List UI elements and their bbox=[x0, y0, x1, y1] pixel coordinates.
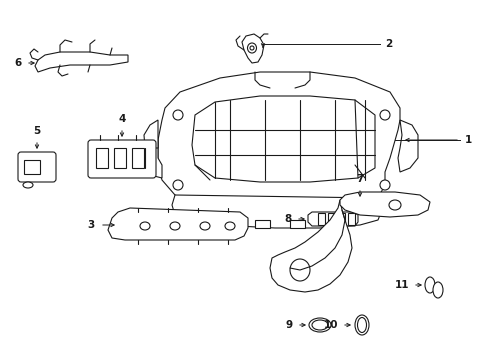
Bar bbox=[325, 220, 339, 228]
Bar bbox=[220, 220, 235, 228]
Text: 3: 3 bbox=[87, 220, 95, 230]
Bar bbox=[337, 213, 345, 225]
Ellipse shape bbox=[224, 222, 235, 230]
Polygon shape bbox=[138, 140, 162, 178]
Ellipse shape bbox=[424, 277, 434, 293]
Text: 11: 11 bbox=[394, 280, 408, 290]
Text: 8: 8 bbox=[284, 214, 291, 224]
Text: 7: 7 bbox=[356, 174, 363, 184]
FancyBboxPatch shape bbox=[88, 140, 156, 178]
Polygon shape bbox=[242, 34, 264, 63]
Bar bbox=[254, 220, 269, 228]
Text: 4: 4 bbox=[118, 114, 125, 124]
Text: 6: 6 bbox=[15, 58, 22, 68]
Text: 5: 5 bbox=[33, 126, 41, 136]
Polygon shape bbox=[108, 208, 247, 240]
Bar bbox=[327, 213, 334, 225]
Bar bbox=[24, 160, 40, 174]
Ellipse shape bbox=[388, 200, 400, 210]
Polygon shape bbox=[143, 120, 158, 148]
Ellipse shape bbox=[23, 182, 33, 188]
Bar bbox=[96, 148, 108, 168]
Polygon shape bbox=[339, 192, 429, 217]
Text: 1: 1 bbox=[464, 135, 471, 145]
Polygon shape bbox=[35, 52, 128, 72]
Ellipse shape bbox=[247, 43, 256, 53]
Bar bbox=[114, 148, 126, 168]
Ellipse shape bbox=[379, 110, 389, 120]
Ellipse shape bbox=[311, 320, 327, 330]
Ellipse shape bbox=[140, 222, 150, 230]
Bar bbox=[317, 213, 325, 225]
Bar bbox=[289, 220, 305, 228]
Text: 10: 10 bbox=[323, 320, 337, 330]
Ellipse shape bbox=[173, 110, 183, 120]
Polygon shape bbox=[172, 195, 381, 228]
Polygon shape bbox=[397, 120, 417, 172]
Polygon shape bbox=[192, 96, 374, 182]
Ellipse shape bbox=[249, 46, 253, 50]
Bar bbox=[132, 148, 143, 168]
Ellipse shape bbox=[173, 180, 183, 190]
Ellipse shape bbox=[170, 222, 180, 230]
Bar bbox=[347, 213, 354, 225]
Polygon shape bbox=[158, 72, 399, 212]
Ellipse shape bbox=[289, 259, 309, 281]
Ellipse shape bbox=[354, 315, 368, 335]
Ellipse shape bbox=[432, 282, 442, 298]
Polygon shape bbox=[269, 200, 351, 292]
FancyBboxPatch shape bbox=[18, 152, 56, 182]
Ellipse shape bbox=[200, 222, 209, 230]
Polygon shape bbox=[307, 212, 357, 226]
Ellipse shape bbox=[357, 318, 366, 333]
Text: 9: 9 bbox=[285, 320, 292, 330]
Ellipse shape bbox=[308, 318, 330, 332]
Ellipse shape bbox=[379, 180, 389, 190]
Text: 2: 2 bbox=[384, 39, 391, 49]
